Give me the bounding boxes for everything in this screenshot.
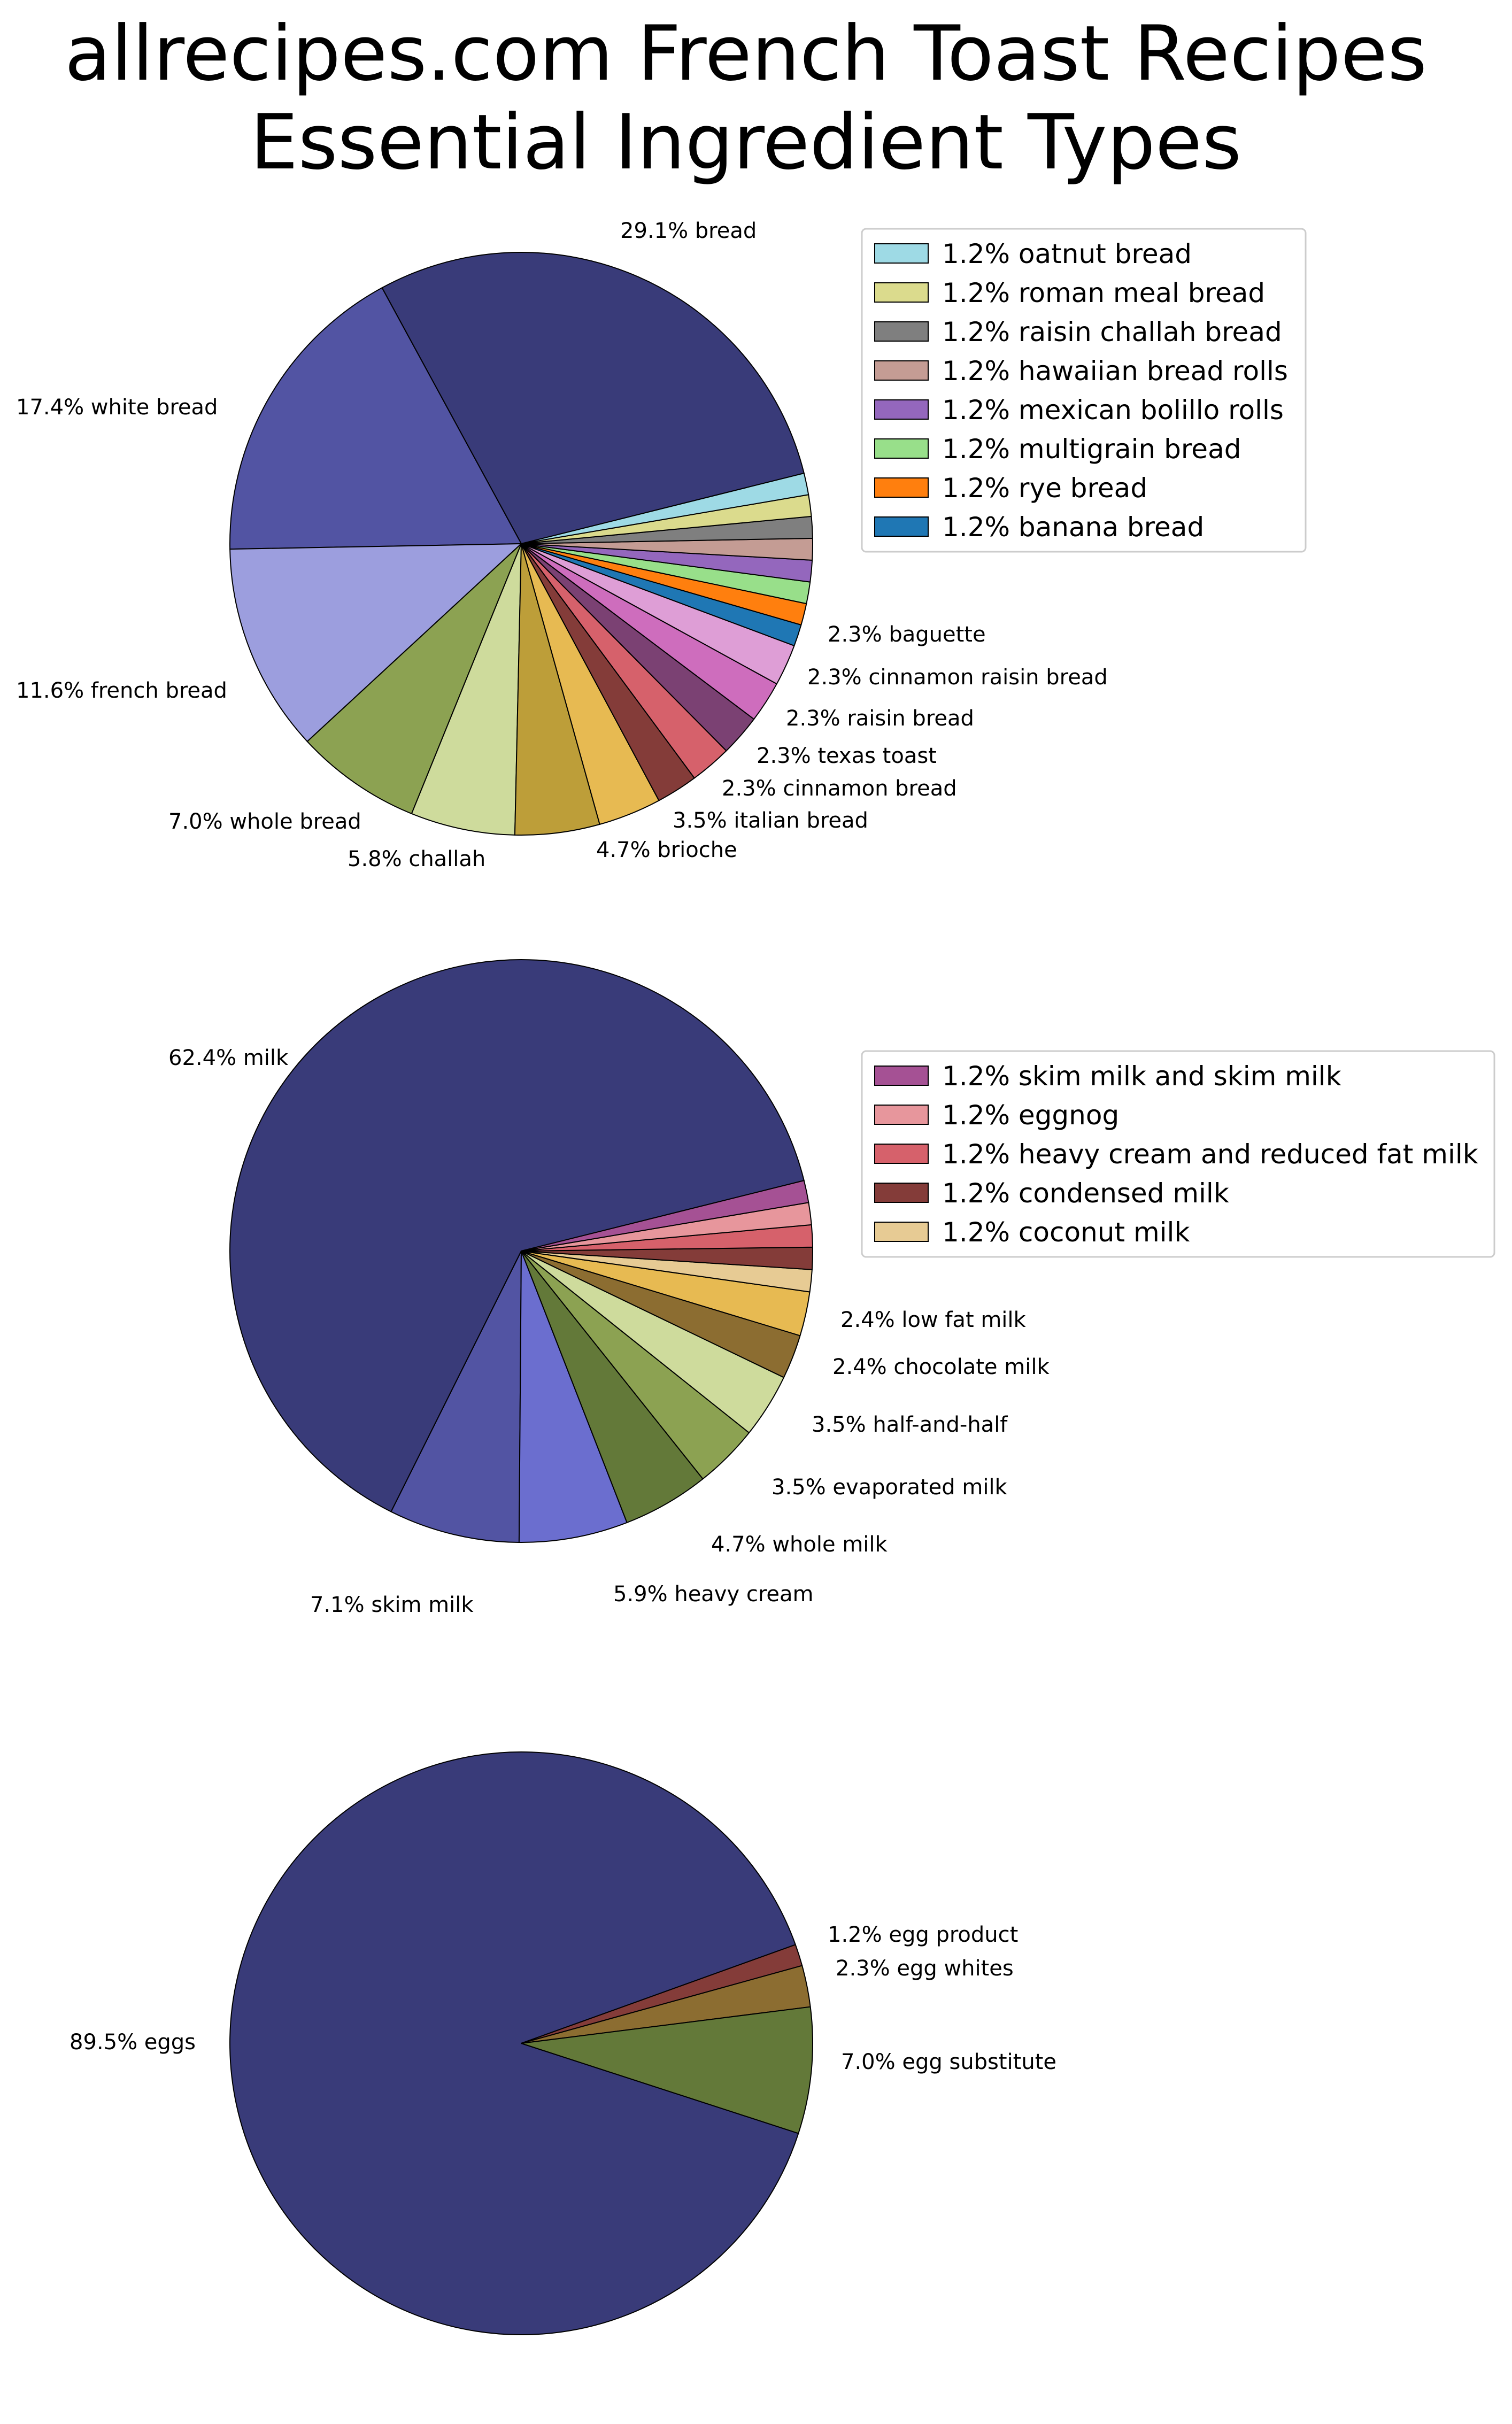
slice-heavy-cream bbox=[518, 1250, 628, 1543]
slice-challah bbox=[411, 543, 522, 836]
legend-label-banana-bread: 1.2% banana bread bbox=[942, 512, 1204, 543]
slice-label-low-fat-milk: 2.4% low fat milk bbox=[840, 1308, 1027, 1332]
slice-label-chocolate-milk: 2.4% chocolate milk bbox=[832, 1355, 1050, 1379]
legend-swatch-coconut-milk bbox=[874, 1222, 929, 1242]
slice-label-cinnamon-raisin-bread: 2.3% cinnamon raisin bread bbox=[807, 665, 1108, 690]
bread-legend-box bbox=[861, 228, 1307, 553]
slice-label-egg-whites: 2.3% egg whites bbox=[836, 1956, 1014, 1981]
legend-label-rye-bread: 1.2% rye bread bbox=[942, 473, 1147, 504]
slice-whole-bread bbox=[306, 543, 522, 814]
slice-label-egg-product: 1.2% egg product bbox=[828, 1923, 1018, 1947]
legend-swatch-heavy-cream-and-reduced-fat-milk bbox=[874, 1144, 929, 1164]
legend-swatch-banana-bread bbox=[874, 516, 929, 537]
chart-title-line-1: allrecipes.com French Toast Recipes bbox=[64, 10, 1428, 98]
milk-legend: 1.2% skim milk and skim milk 1.2% eggnog 1… bbox=[861, 1050, 1495, 1258]
legend-swatch-rye-bread bbox=[874, 477, 929, 498]
slice-label-cinnamon-bread: 2.3% cinnamon bread bbox=[722, 776, 957, 801]
slice-egg-substitute bbox=[521, 2006, 813, 2134]
slice-bread bbox=[381, 252, 805, 544]
eggs-pie-chart: 89.5% eggs 1.2% egg product 2.3% egg white… bbox=[70, 1751, 1056, 2335]
legend-label-eggnog: 1.2% eggnog bbox=[942, 1100, 1119, 1131]
legend-label-roman-meal-bread: 1.2% roman meal bread bbox=[942, 277, 1265, 308]
slice-label-italian-bread: 3.5% italian bread bbox=[673, 808, 868, 833]
slice-label-heavy-cream: 5.9% heavy cream bbox=[613, 1582, 814, 1607]
legend-swatch-multigrain-bread bbox=[874, 438, 929, 459]
chart-title-line-2: Essential Ingredient Types bbox=[250, 98, 1242, 187]
slice-label-raisin-bread: 2.3% raisin bread bbox=[786, 706, 974, 731]
legend-label-oatnut-bread: 1.2% oatnut bread bbox=[942, 238, 1192, 269]
milk-pie-chart: 62.4% milk 7.1% skim milk 5.9% heavy cream… bbox=[168, 959, 1495, 1617]
slice-oatnut-bread bbox=[521, 473, 809, 544]
legend-swatch-hawaiian-bread-rolls bbox=[874, 360, 929, 381]
slice-label-skim-milk: 7.1% skim milk bbox=[310, 1593, 474, 1617]
slice-label-bread: 29.1% bread bbox=[620, 219, 757, 243]
legend-swatch-skim-milk-and-skim-milk bbox=[874, 1066, 929, 1086]
chart-title: allrecipes.com French Toast Recipes Esse… bbox=[0, 10, 1492, 187]
legend-label-skim-milk-and-skim-milk: 1.2% skim milk and skim milk bbox=[942, 1061, 1341, 1092]
legend-label-condensed-milk: 1.2% condensed milk bbox=[942, 1178, 1229, 1209]
slice-skim-milk-and-skim-milk bbox=[521, 1180, 809, 1252]
legend-swatch-oatnut-bread bbox=[874, 243, 929, 264]
bread-legend: 1.2% oatnut bread 1.2% roman meal bread 1.… bbox=[861, 228, 1307, 553]
slice-label-baguette: 2.3% baguette bbox=[828, 622, 986, 647]
slice-label-eggs: 89.5% eggs bbox=[70, 2030, 196, 2055]
legend-swatch-mexican-bolillo-rolls bbox=[874, 399, 929, 420]
legend-swatch-condensed-milk bbox=[874, 1183, 929, 1203]
slice-label-white-bread: 17.4% white bread bbox=[16, 395, 218, 420]
legend-label-mexican-bolillo-rolls: 1.2% mexican bolillo rolls bbox=[942, 395, 1284, 426]
slice-brioche bbox=[514, 543, 600, 836]
slice-label-challah: 5.8% challah bbox=[348, 847, 485, 871]
legend-label-raisin-challah-bread: 1.2% raisin challah bread bbox=[942, 316, 1282, 348]
slice-label-whole-milk: 4.7% whole milk bbox=[711, 1532, 888, 1557]
legend-swatch-eggnog bbox=[874, 1105, 929, 1125]
legend-label-coconut-milk: 1.2% coconut milk bbox=[942, 1217, 1190, 1248]
slice-label-half-and-half: 3.5% half-and-half bbox=[812, 1412, 1008, 1437]
slice-label-egg-substitute: 7.0% egg substitute bbox=[841, 2050, 1056, 2074]
milk-legend-box bbox=[861, 1050, 1495, 1258]
legend-swatch-raisin-challah-bread bbox=[874, 321, 929, 342]
slice-french-bread bbox=[229, 543, 522, 742]
legend-swatch-roman-meal-bread bbox=[874, 282, 929, 303]
slice-eggs bbox=[229, 1751, 799, 2335]
legend-label-hawaiian-bread-rolls: 1.2% hawaiian bread rolls bbox=[942, 356, 1288, 387]
slice-white-bread bbox=[229, 287, 522, 550]
legend-label-multigrain-bread: 1.2% multigrain bread bbox=[942, 434, 1241, 465]
slice-skim-milk bbox=[390, 1250, 522, 1543]
slice-label-brioche: 4.7% brioche bbox=[596, 838, 737, 862]
slice-label-milk: 62.4% milk bbox=[168, 1046, 289, 1070]
slice-whole-milk bbox=[521, 1250, 704, 1523]
slice-label-whole-bread: 7.0% whole bread bbox=[168, 809, 361, 834]
slice-milk bbox=[229, 959, 805, 1512]
bread-pie-chart: 29.1% bread 17.4% white bread 11.6% french… bbox=[16, 219, 1307, 871]
slice-label-texas-toast: 2.3% texas toast bbox=[757, 744, 937, 768]
legend-label-heavy-cream-and-reduced-fat-milk: 1.2% heavy cream and reduced fat milk bbox=[942, 1139, 1478, 1170]
slice-label-french-bread: 11.6% french bread bbox=[16, 678, 227, 703]
slice-label-evaporated-milk: 3.5% evaporated milk bbox=[772, 1475, 1008, 1500]
